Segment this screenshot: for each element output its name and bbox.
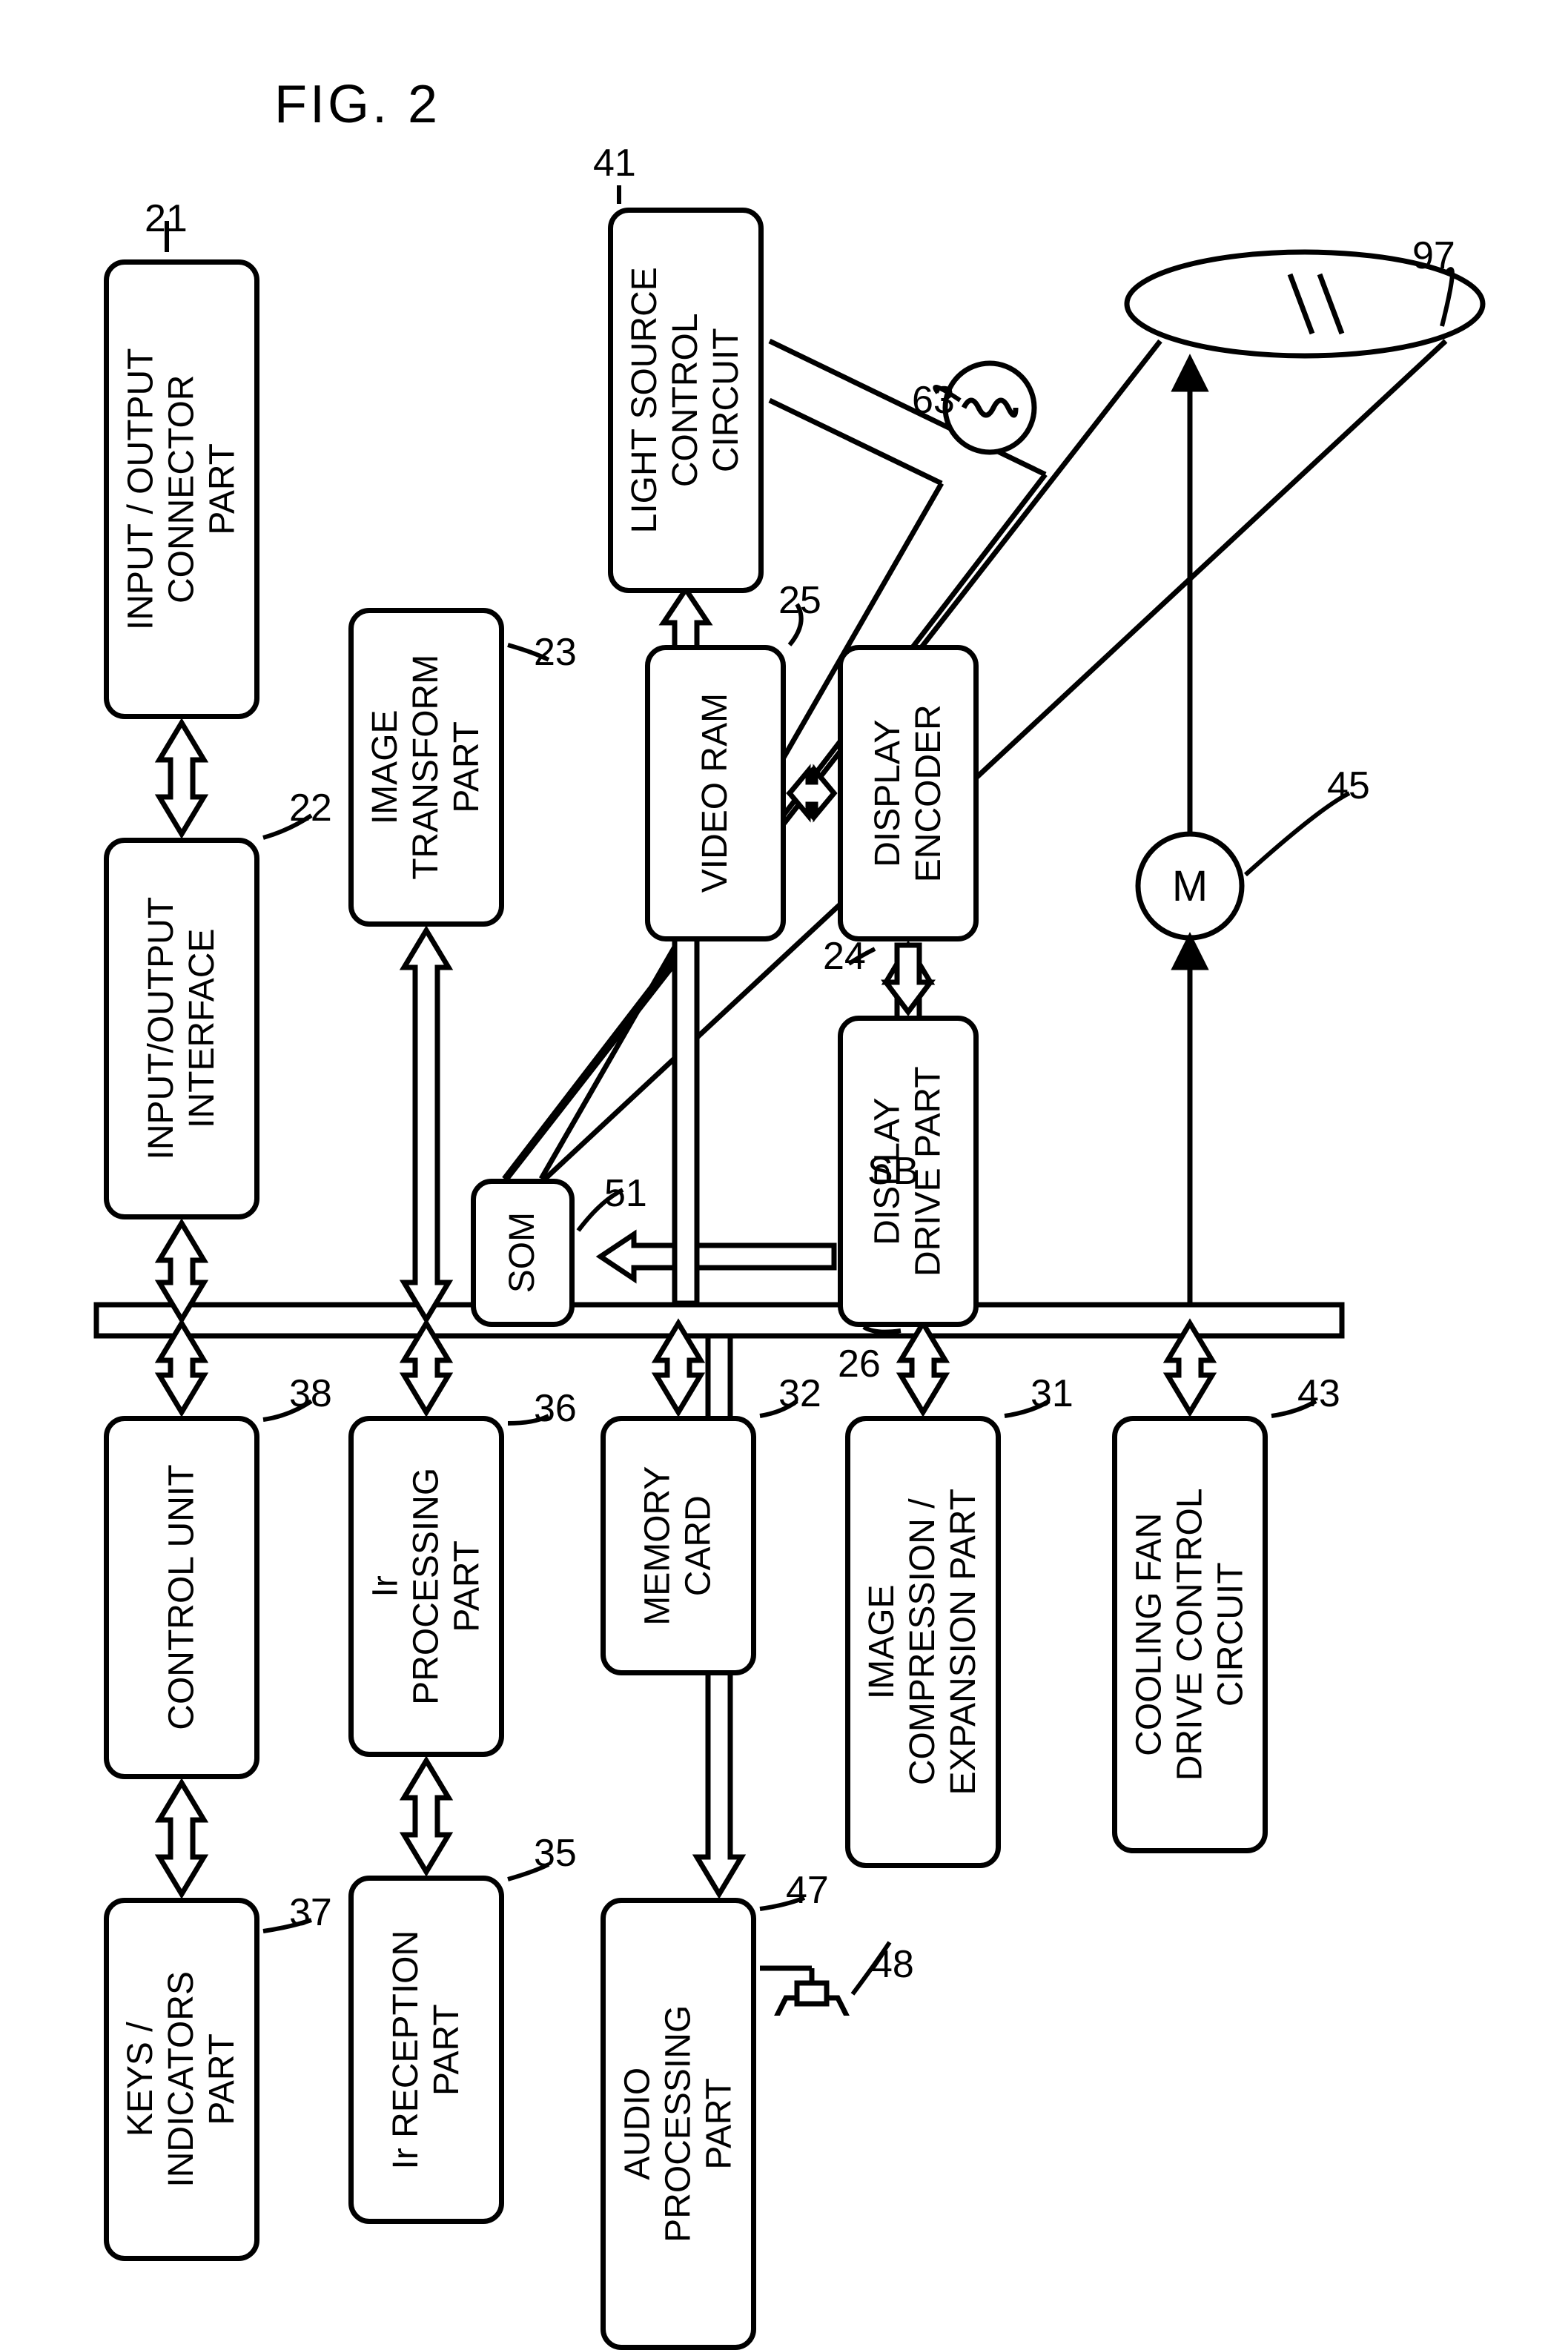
diagram-canvas: FIG. 2 xyxy=(30,30,1538,2016)
system-bus xyxy=(96,1305,1342,1336)
audio-processing-box: AUDIO PROCESSING PART xyxy=(601,1898,756,2350)
som-box: SOM xyxy=(471,1179,575,1327)
cooling-fan-label: COOLING FAN DRIVE CONTROL CIRCUIT xyxy=(1128,1489,1251,1781)
image-compression-label: IMAGE COMPRESSION / EXPANSION PART xyxy=(861,1489,985,1795)
image-transform-box: IMAGE TRANSFORM PART xyxy=(348,608,504,927)
display-encoder-label: DISPLAY ENCODER xyxy=(867,704,949,882)
video-ram-label: VIDEO RAM xyxy=(695,693,735,893)
light-source-ctrl-box: LIGHT SOURCE CONTROL CIRCUIT xyxy=(608,208,764,593)
io-connector-box: INPUT / OUTPUT CONNECTOR PART xyxy=(104,259,259,719)
ref-32: 32 xyxy=(778,1371,821,1416)
light-source-ctrl-label: LIGHT SOURCE CONTROL CIRCUIT xyxy=(624,267,747,533)
memory-card-label: MEMORY CARD xyxy=(638,1466,719,1625)
cooling-fan-box: COOLING FAN DRIVE CONTROL CIRCUIT xyxy=(1112,1416,1268,1853)
ref-24: 24 xyxy=(823,934,866,979)
ir-processing-box: Ir PROCESSING PART xyxy=(348,1416,504,1757)
ref-23: 23 xyxy=(534,630,577,675)
ref-21: 21 xyxy=(145,196,188,241)
io-interface-label: INPUT/OUTPUT INTERFACE xyxy=(141,897,222,1160)
ref-37: 37 xyxy=(289,1890,332,1935)
ref-43: 43 xyxy=(1297,1371,1340,1416)
ir-processing-label: Ir PROCESSING PART xyxy=(365,1468,488,1705)
ref-31: 31 xyxy=(1031,1371,1074,1416)
ir-reception-box: Ir RECEPTION PART xyxy=(348,1876,504,2224)
ref-26: 26 xyxy=(838,1342,881,1386)
ref-41: 41 xyxy=(593,141,636,185)
ref-22: 22 xyxy=(289,786,332,830)
lamp-icon xyxy=(945,363,1034,452)
control-unit-label: CONTROL UNIT xyxy=(161,1465,202,1730)
ref-SB: SB xyxy=(867,1149,919,1194)
svg-text:M: M xyxy=(1172,862,1208,910)
ref-47: 47 xyxy=(786,1868,829,1913)
speaker-icon xyxy=(756,1968,867,2016)
control-unit-box: CONTROL UNIT xyxy=(104,1416,259,1779)
som-label: SOM xyxy=(502,1212,543,1293)
figure-title: FIG. 2 xyxy=(274,74,440,135)
keys-indicators-box: KEYS / INDICATORS PART xyxy=(104,1898,259,2261)
video-ram-box: VIDEO RAM xyxy=(645,645,786,941)
ref-25: 25 xyxy=(778,578,821,623)
ref-36: 36 xyxy=(534,1386,577,1431)
image-transform-label: IMAGE TRANSFORM PART xyxy=(365,655,488,880)
ref-51: 51 xyxy=(604,1171,647,1216)
display-encoder-box: DISPLAY ENCODER xyxy=(838,645,979,941)
io-connector-label: INPUT / OUTPUT CONNECTOR PART xyxy=(120,348,243,630)
ref-38: 38 xyxy=(289,1371,332,1416)
ref-48: 48 xyxy=(871,1942,914,1987)
ref-63: 63 xyxy=(912,378,955,423)
keys-indicators-label: KEYS / INDICATORS PART xyxy=(120,1971,243,2188)
ref-45: 45 xyxy=(1327,764,1370,808)
ref-97: 97 xyxy=(1412,234,1455,278)
ref-35: 35 xyxy=(534,1831,577,1876)
ir-reception-label: Ir RECEPTION PART xyxy=(386,1930,467,2170)
memory-card-box: MEMORY CARD xyxy=(601,1416,756,1675)
io-interface-box: INPUT/OUTPUT INTERFACE xyxy=(104,838,259,1219)
motor-icon: M xyxy=(1138,834,1242,938)
audio-processing-label: AUDIO PROCESSING PART xyxy=(617,2005,740,2243)
image-compression-box: IMAGE COMPRESSION / EXPANSION PART xyxy=(845,1416,1001,1868)
